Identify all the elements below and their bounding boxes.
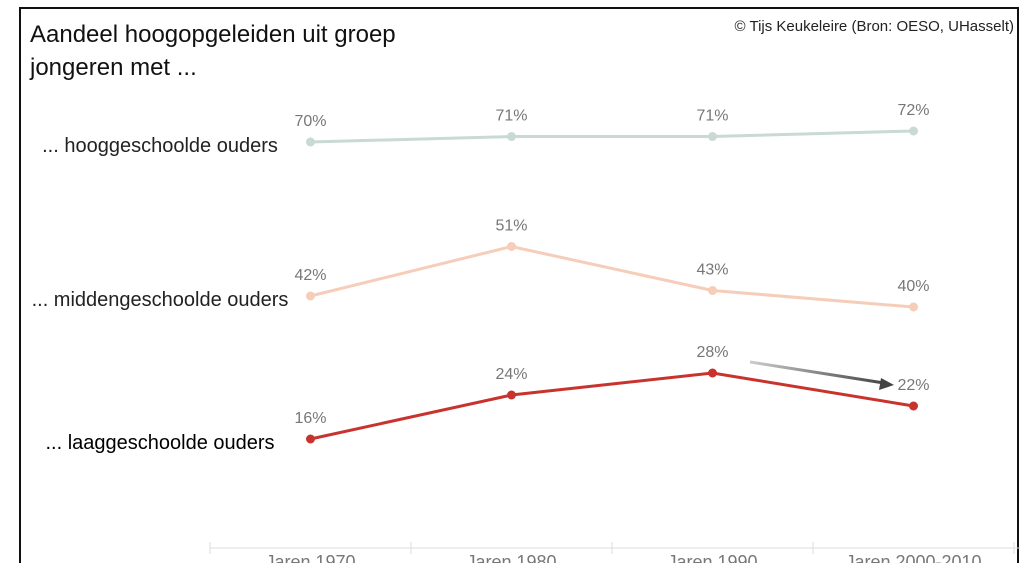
value-label: 40%	[897, 278, 929, 295]
point	[306, 434, 315, 444]
point	[507, 390, 516, 400]
value-label: 70%	[294, 113, 326, 130]
x-tick-label: Jaren 1990	[667, 552, 757, 563]
series-label: ... hooggeschoolde ouders	[42, 135, 278, 157]
series-label: ... middengeschoolde ouders	[31, 289, 289, 311]
value-label: 71%	[696, 108, 728, 125]
series-label: ... laaggeschoolde ouders	[45, 432, 275, 454]
chart-title: Aandeel hoogopgeleiden uit groep jongere…	[30, 21, 396, 81]
line	[310, 371, 914, 441]
value-label: 43%	[696, 262, 728, 279]
point	[507, 242, 516, 251]
x-tick-label: Jaren 2000-2010	[845, 552, 981, 563]
value-label: 16%	[294, 410, 326, 427]
value-label: 22%	[897, 377, 929, 394]
point	[507, 132, 516, 141]
point	[909, 126, 918, 136]
point	[708, 368, 717, 378]
point	[306, 137, 315, 147]
line	[310, 129, 914, 144]
value-label: 71%	[495, 108, 527, 125]
value-label: 51%	[495, 218, 527, 235]
arrow-head	[879, 378, 894, 390]
x-tick-label: Jaren 1980	[466, 552, 556, 563]
x-tick-label: Jaren 1970	[265, 552, 355, 563]
point	[909, 401, 918, 411]
value-label: 28%	[696, 344, 728, 361]
annotation-arrow	[749, 360, 885, 385]
line	[310, 244, 914, 309]
credit: © Tijs Keukeleire (Bron: OESO, UHasselt)	[734, 18, 1014, 35]
value-label: 72%	[897, 102, 929, 119]
frame	[19, 7, 1019, 563]
point	[306, 291, 315, 301]
point	[708, 286, 717, 295]
point	[909, 302, 918, 312]
point	[708, 132, 717, 141]
value-label: 24%	[495, 366, 527, 383]
value-label: 42%	[294, 267, 326, 284]
